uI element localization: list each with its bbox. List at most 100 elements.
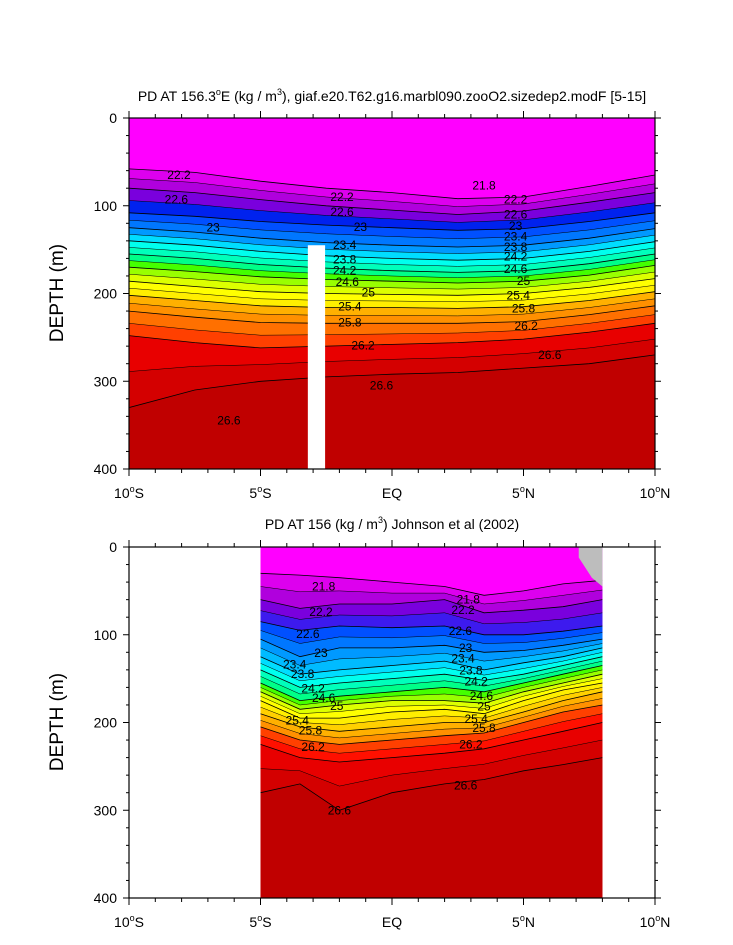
bottom-contour-line	[260, 599, 603, 614]
top-contour-line	[129, 338, 655, 372]
top-chart-title: PD AT 156.3oE (kg / m3), giaf.e20.T62.g1…	[138, 87, 646, 104]
bottom-y-tick-label: 100	[94, 627, 118, 643]
top-contour-label: 26.6	[370, 379, 394, 393]
top-y-tick-label: 0	[109, 110, 117, 126]
top-contour-line	[129, 314, 655, 336]
bottom-y-tick-label: 400	[94, 890, 118, 906]
top-contour-line	[129, 265, 655, 284]
top-contour-label: 22.6	[330, 205, 354, 219]
bottom-y-tick-label: 300	[94, 802, 118, 818]
top-x-tick-label: 10oN	[640, 484, 671, 501]
bottom-contour-line	[260, 652, 603, 682]
top-contour-label: 25.4	[507, 288, 531, 302]
top-contour-label: 23	[509, 219, 523, 233]
bottom-y-tick-label: 0	[109, 539, 117, 555]
bottom-contour-line	[260, 739, 603, 787]
bottom-contour-line	[260, 698, 603, 739]
bottom-contour-line	[260, 682, 603, 719]
top-contour-line	[129, 227, 655, 248]
top-contour-line	[129, 259, 655, 278]
bottom-contour-label: 25.4	[464, 712, 488, 726]
top-contour-label: 24.2	[504, 250, 528, 264]
top-contour-line	[129, 305, 655, 324]
top-y-tick-label: 400	[94, 461, 118, 477]
top-contour-label: 23	[354, 220, 368, 234]
bottom-contour-label: 21.8	[457, 593, 481, 607]
top-contour-line	[129, 234, 655, 254]
bottom-contour-label: 25.8	[299, 723, 323, 737]
top-contour-label: 23.4	[333, 238, 357, 252]
bottom-y-tick-label: 200	[94, 715, 118, 731]
bottom-contour-label: 25	[477, 700, 491, 714]
bottom-contour-line	[260, 678, 603, 714]
bottom-y-axis-label: DEPTH (m)	[47, 673, 68, 771]
bottom-contour-label: 22.2	[451, 603, 475, 617]
top-contour-label: 25	[517, 274, 531, 288]
top-contour-label: 24.6	[504, 262, 528, 276]
top-contour-label: 26.2	[514, 319, 538, 333]
top-contour-line	[129, 212, 655, 231]
bottom-contour-label: 26.6	[328, 803, 352, 817]
bottom-contour-line	[260, 665, 603, 702]
top-contour-line	[129, 253, 655, 273]
bottom-contour-label: 25.8	[472, 721, 496, 735]
top-contour-label: 25.8	[338, 315, 362, 329]
top-contour-label: 22.2	[167, 168, 191, 182]
top-contour-line	[129, 219, 655, 239]
top-contour-line	[129, 298, 655, 317]
bottom-contour-label: 23	[314, 646, 328, 660]
bottom-contour-label: 21.8	[312, 579, 336, 593]
bottom-contour-label: 22.6	[296, 627, 320, 641]
top-y-tick-label: 200	[94, 286, 118, 302]
top-contour-label: 25	[362, 286, 376, 300]
top-contour-label: 26.6	[538, 348, 562, 362]
top-contour-label: 22.6	[165, 193, 189, 207]
top-contour-line	[129, 240, 655, 261]
top-contour-line	[129, 354, 655, 408]
bottom-contour-label: 24.2	[301, 681, 325, 695]
top-contour-line	[129, 178, 655, 207]
top-x-tick-label: EQ	[382, 485, 402, 501]
bottom-contour-line	[260, 669, 603, 706]
bottom-contour-label: 25	[330, 699, 344, 713]
bottom-contour-line	[260, 704, 603, 745]
bottom-x-tick-label: 5oN	[512, 913, 535, 930]
bottom-contour-label: 23.4	[451, 651, 475, 665]
bottom-density-band	[260, 757, 603, 898]
bottom-contour-label: 26.6	[454, 779, 478, 793]
bottom-contour-line	[260, 660, 603, 695]
top-contour-line	[129, 271, 655, 290]
top-fill-group	[129, 118, 655, 469]
bottom-contour-label: 22.6	[449, 624, 473, 638]
top-contour-line	[129, 322, 655, 349]
top-contour-label: 25.8	[512, 301, 536, 315]
top-contour-plot: 22.222.62326.621.822.222.62323.423.824.2…	[94, 110, 671, 501]
bottom-contour-line	[260, 572, 603, 596]
top-contour-label: 25.4	[338, 300, 362, 314]
bottom-x-tick-label: 5oS	[249, 913, 271, 930]
bottom-x-tick-label: EQ	[382, 914, 402, 930]
top-y-tick-label: 100	[94, 198, 118, 214]
bottom-contour-line	[260, 610, 603, 625]
bottom-contour-label: 24.2	[464, 674, 488, 688]
bottom-contour-line	[260, 630, 603, 644]
bottom-contour-label: 24.6	[470, 689, 494, 703]
bottom-contour-label: 23	[459, 641, 473, 655]
top-contour-line	[129, 247, 655, 267]
bottom-contour-line	[260, 673, 603, 710]
top-x-tick-label: 10oS	[114, 484, 144, 501]
top-x-tick-label: 5oS	[249, 484, 271, 501]
top-contour-line	[129, 284, 655, 303]
bottom-contour-line	[260, 647, 603, 675]
top-y-tick-label: 300	[94, 373, 118, 389]
top-y-axis-label: DEPTH (m)	[47, 244, 68, 342]
bottom-fill-group	[260, 547, 603, 898]
bottom-contour-line	[260, 643, 603, 666]
bottom-contour-label: 24.6	[312, 691, 336, 705]
top-contour-label: 23	[206, 221, 220, 235]
top-contour-label: 22.2	[330, 190, 354, 204]
top-contour-line	[129, 278, 655, 296]
top-contour-label: 22.6	[504, 208, 528, 222]
top-contour-line	[129, 200, 655, 223]
bottom-contour-line	[260, 687, 603, 725]
